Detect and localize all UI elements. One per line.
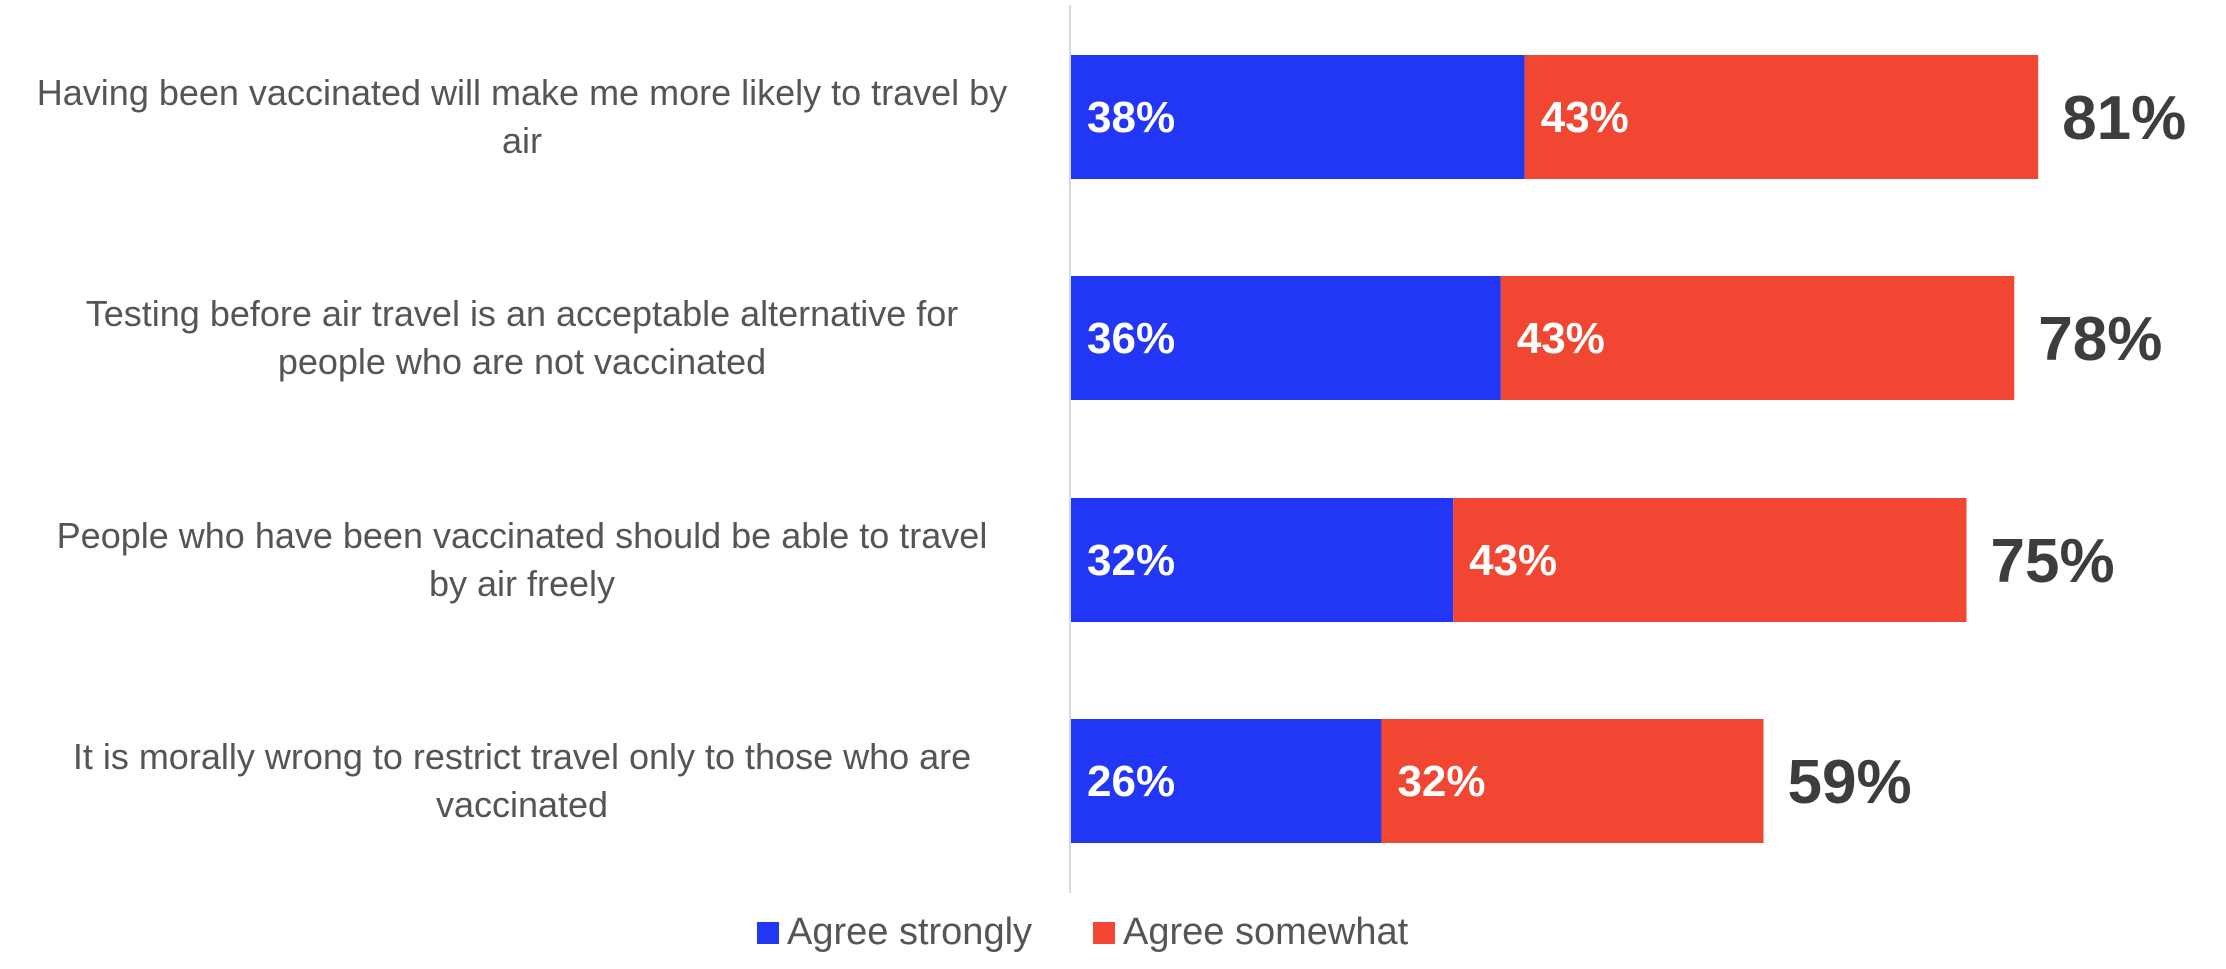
category-label-line: Testing before air travel is an acceptab… <box>86 293 958 334</box>
bar-total-label: 78% <box>2038 305 2162 374</box>
bar-value-label: 43% <box>1541 93 1629 142</box>
category-label: It is morally wrong to restrict travel o… <box>73 736 971 825</box>
bar-segment-agree-strongly <box>1071 498 1454 622</box>
legend: Agree strongly Agree somewhat <box>757 911 1409 953</box>
category-label-line: Having been vaccinated will make me more… <box>37 72 1007 113</box>
bar-segment-agree-strongly <box>1071 276 1501 400</box>
bar-value-label: 43% <box>1469 536 1557 585</box>
legend-label: Agree somewhat <box>1123 911 1409 953</box>
bar-total-label: 59% <box>1788 748 1912 817</box>
category-label-line: by air freely <box>429 563 615 604</box>
bar-segment-agree-strongly <box>1071 719 1382 843</box>
bar-segment-agree-somewhat <box>1381 719 1764 843</box>
bar-value-label: 36% <box>1087 314 1175 363</box>
bar-value-label: 32% <box>1397 757 1485 806</box>
legend-swatch <box>757 922 779 944</box>
category-label-line: people who are not vaccinated <box>278 341 766 382</box>
category-label-line: vaccinated <box>436 784 608 825</box>
bar-segment-agree-somewhat <box>1524 55 2039 179</box>
legend-item: Agree somewhat <box>1093 911 1409 953</box>
category-label: Having been vaccinated will make me more… <box>37 72 1007 161</box>
category-label: People who have been vaccinated should b… <box>57 515 988 604</box>
bar-value-label: 38% <box>1087 93 1175 142</box>
legend-item: Agree strongly <box>757 911 1032 953</box>
bar-total-label: 75% <box>1991 527 2115 596</box>
legend-swatch <box>1093 922 1115 944</box>
bar-segment-agree-strongly <box>1071 55 1525 179</box>
bar-segment-agree-somewhat <box>1453 498 1967 622</box>
bar-total-label: 81% <box>2062 84 2186 153</box>
category-label-line: air <box>502 120 542 161</box>
legend-label: Agree strongly <box>787 911 1032 953</box>
category-label: Testing before air travel is an acceptab… <box>86 293 958 382</box>
bar-value-label: 43% <box>1517 314 1605 363</box>
bar-value-label: 32% <box>1087 536 1175 585</box>
bar-value-label: 26% <box>1087 757 1175 806</box>
category-label-line: People who have been vaccinated should b… <box>57 515 988 556</box>
category-labels-group: Having been vaccinated will make me more… <box>37 72 1007 825</box>
bars-group: 38% 43% 81% 36% 43% 78% 32% 43% 75% 26% 32% 59% <box>1071 55 2186 843</box>
bar-segment-agree-somewhat <box>1500 276 2015 400</box>
category-label-line: It is morally wrong to restrict travel o… <box>73 736 971 777</box>
